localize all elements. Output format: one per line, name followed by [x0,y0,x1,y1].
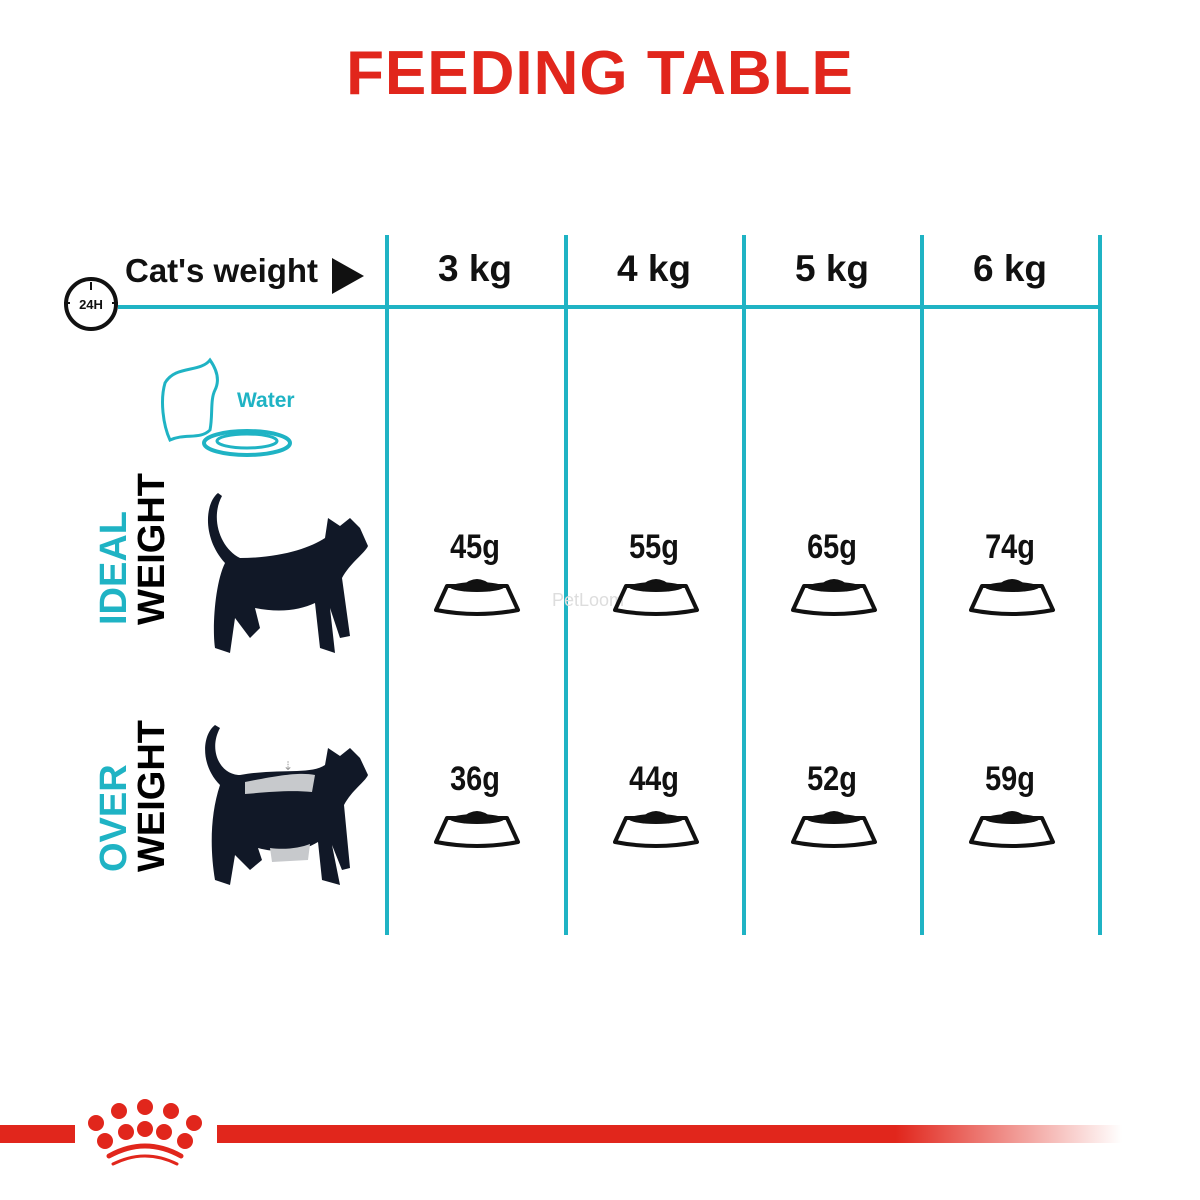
weight-header-3kg: 3 kg [437,248,513,289]
column-divider [742,235,746,935]
food-amount: 52g [807,760,857,798]
row-label-over-weight: OVER WEIGHT [93,720,173,872]
water-bowl-icon: Water [161,357,295,457]
arrow-right-icon [332,258,364,294]
column-divider [385,235,389,935]
watermark: PetLoom [552,590,625,610]
clock-24h-icon: 24H [64,277,118,331]
food-amount: 44g [629,760,679,798]
food-bowl-icon [434,811,520,848]
svg-text:⇣: ⇣ [283,759,293,773]
brand-bar-right [217,1125,1122,1143]
row-label-ideal-weight: IDEAL WEIGHT [93,473,173,625]
food-bowl-icon [969,579,1055,616]
cat-ideal-icon [207,493,368,653]
food-bowl-icon [613,579,699,616]
ideal-label: IDEAL [93,511,135,625]
food-amount: 55g [629,528,679,566]
weight-label: WEIGHT [131,720,173,872]
over-label: OVER [93,764,135,872]
column-divider [564,235,568,935]
water-label: Water [237,389,295,412]
column-divider [920,235,924,935]
weight-label: WEIGHT [131,473,173,625]
food-amount: 36g [450,760,500,798]
crown-logo-icon [88,1099,202,1166]
clock-label: 24H [79,297,103,312]
food-bowl-icon [791,811,877,848]
column-divider [1098,235,1102,935]
page-title: FEEDING TABLE [346,39,854,108]
weight-header-4kg: 4 kg [616,248,692,289]
brand-bar-left [0,1125,75,1143]
food-amount: 65g [807,528,857,566]
weight-header-5kg: 5 kg [794,248,870,289]
food-amount: 59g [985,760,1035,798]
food-amount: 45g [450,528,500,566]
header-divider [118,305,1102,309]
weight-header-6kg: 6 kg [972,248,1048,289]
food-bowl-icon [613,811,699,848]
food-bowl-icon [434,579,520,616]
row-label-cat-weight: Cat's weight [125,252,319,289]
food-amount: 74g [985,528,1035,566]
food-bowl-icon [791,579,877,616]
food-bowl-icon [969,811,1055,848]
cat-overweight-icon: ⇣ [205,725,368,885]
